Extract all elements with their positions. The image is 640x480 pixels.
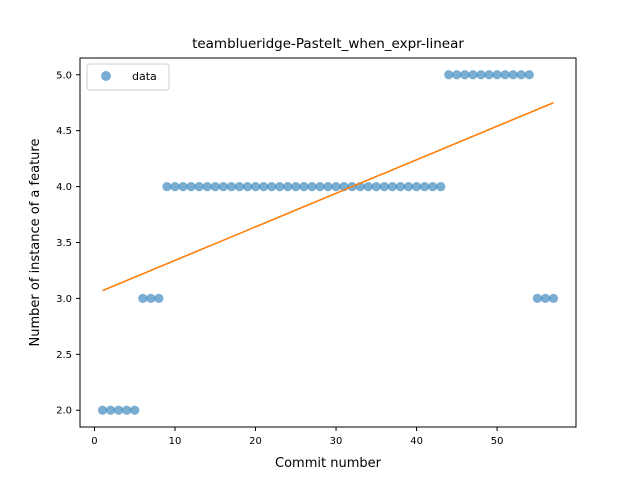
data-point bbox=[162, 182, 171, 191]
data-point bbox=[468, 70, 477, 79]
data-point bbox=[549, 294, 558, 303]
x-tick-label: 50 bbox=[491, 436, 504, 447]
data-point bbox=[420, 182, 429, 191]
data-point bbox=[275, 182, 284, 191]
data-point bbox=[299, 182, 308, 191]
data-point bbox=[412, 182, 421, 191]
data-point bbox=[203, 182, 212, 191]
data-point bbox=[315, 182, 324, 191]
y-tick-label: 3.0 bbox=[56, 294, 72, 305]
data-point bbox=[364, 182, 373, 191]
data-point bbox=[291, 182, 300, 191]
data-point bbox=[517, 70, 526, 79]
data-point bbox=[380, 182, 389, 191]
data-point bbox=[211, 182, 220, 191]
data-point bbox=[323, 182, 332, 191]
data-point bbox=[460, 70, 469, 79]
y-tick-label: 2.0 bbox=[56, 406, 72, 417]
data-point bbox=[154, 294, 163, 303]
data-point bbox=[170, 182, 179, 191]
data-point bbox=[501, 70, 510, 79]
data-point bbox=[106, 406, 115, 415]
data-point bbox=[283, 182, 292, 191]
data-point bbox=[267, 182, 276, 191]
chart-title: teamblueridge-PasteIt_when_expr-linear bbox=[192, 36, 464, 52]
y-tick-label: 3.5 bbox=[56, 238, 72, 249]
data-point bbox=[476, 70, 485, 79]
x-tick-label: 0 bbox=[91, 436, 97, 447]
legend-label: data bbox=[132, 70, 157, 83]
data-point bbox=[243, 182, 252, 191]
data-point bbox=[388, 182, 397, 191]
y-axis-label: Number of instance of a feature bbox=[28, 139, 43, 347]
y-tick-label: 4.0 bbox=[56, 182, 72, 193]
data-point bbox=[396, 182, 405, 191]
data-point bbox=[525, 70, 534, 79]
data-point bbox=[452, 70, 461, 79]
data-point bbox=[138, 294, 147, 303]
data-point bbox=[331, 182, 340, 191]
data-point bbox=[307, 182, 316, 191]
y-tick-label: 2.5 bbox=[56, 350, 72, 361]
y-tick-label: 5.0 bbox=[56, 70, 72, 81]
data-point bbox=[187, 182, 196, 191]
data-point bbox=[404, 182, 413, 191]
x-axis-label: Commit number bbox=[275, 456, 382, 471]
data-point bbox=[122, 406, 131, 415]
data-point bbox=[428, 182, 437, 191]
data-point bbox=[444, 70, 453, 79]
data-point bbox=[146, 294, 155, 303]
legend-marker bbox=[101, 71, 111, 81]
data-point bbox=[98, 406, 107, 415]
data-point bbox=[130, 406, 139, 415]
data-point bbox=[195, 182, 204, 191]
data-point bbox=[259, 182, 268, 191]
data-point bbox=[533, 294, 542, 303]
data-point bbox=[114, 406, 123, 415]
data-point bbox=[484, 70, 493, 79]
x-tick-label: 40 bbox=[410, 436, 423, 447]
data-point bbox=[492, 70, 501, 79]
data-point bbox=[251, 182, 260, 191]
data-point bbox=[372, 182, 381, 191]
x-tick-label: 10 bbox=[169, 436, 182, 447]
data-point bbox=[509, 70, 518, 79]
data-point bbox=[219, 182, 228, 191]
legend: data bbox=[87, 64, 169, 90]
x-tick-label: 20 bbox=[249, 436, 262, 447]
data-point bbox=[178, 182, 187, 191]
data-point bbox=[227, 182, 236, 191]
x-tick-label: 30 bbox=[330, 436, 343, 447]
data-point bbox=[436, 182, 445, 191]
data-point bbox=[235, 182, 244, 191]
y-tick-label: 4.5 bbox=[56, 126, 72, 137]
data-point bbox=[541, 294, 550, 303]
